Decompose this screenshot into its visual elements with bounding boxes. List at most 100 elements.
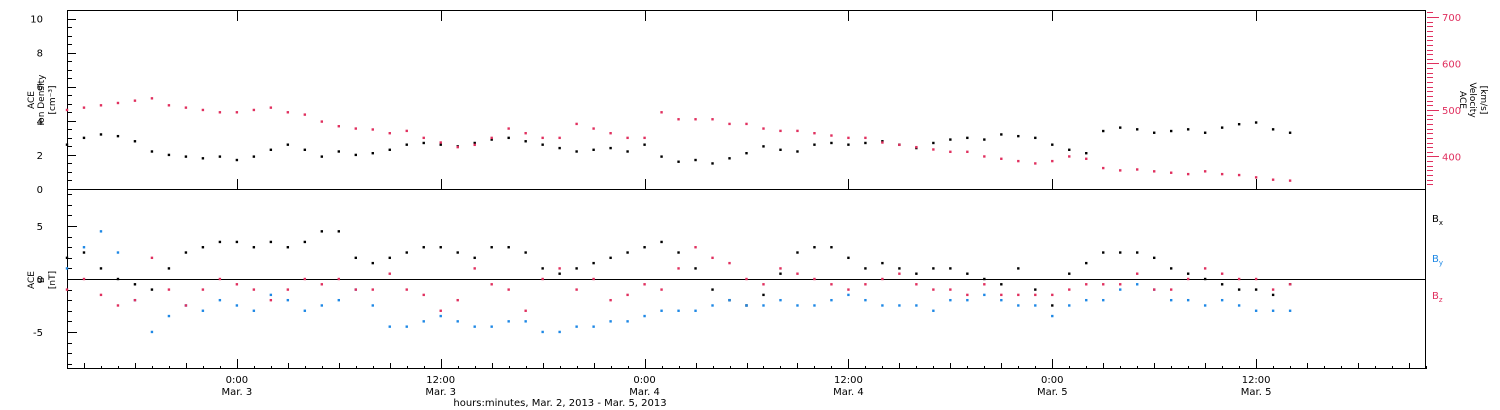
bx-point bbox=[541, 267, 544, 270]
density-point bbox=[1237, 123, 1241, 126]
top-left-tick-label: 8 bbox=[37, 49, 43, 60]
bz-point bbox=[677, 267, 680, 270]
bz-point bbox=[235, 283, 239, 286]
bz-point bbox=[966, 293, 969, 297]
density-point bbox=[881, 140, 884, 143]
by-point bbox=[269, 293, 273, 297]
density-point bbox=[1254, 121, 1258, 124]
bz-point bbox=[337, 277, 340, 281]
bz-point bbox=[1169, 288, 1173, 291]
density-point bbox=[405, 143, 408, 146]
by-point bbox=[966, 298, 969, 302]
by-point bbox=[915, 304, 918, 307]
bz-point bbox=[541, 277, 544, 281]
velocity-point bbox=[1220, 172, 1224, 176]
by-point bbox=[1068, 304, 1071, 307]
bottom-left-ylabel-line1: ACE bbox=[27, 271, 37, 289]
x-tick-label-date: Mar. 3 bbox=[425, 387, 456, 398]
density-point bbox=[150, 150, 154, 153]
bx-point bbox=[1068, 272, 1071, 275]
bz-point bbox=[99, 293, 103, 297]
by-point bbox=[575, 325, 578, 328]
density-point bbox=[711, 162, 714, 165]
velocity-point bbox=[1237, 173, 1241, 177]
bz-point bbox=[320, 283, 324, 286]
top-right-ylabel-line2: Velocity bbox=[1467, 82, 1477, 118]
bz-point bbox=[932, 288, 935, 291]
bz-point bbox=[1288, 283, 1292, 286]
velocity-point bbox=[252, 108, 256, 112]
bx-point bbox=[932, 267, 935, 270]
by-point bbox=[371, 304, 374, 307]
top-right-ylabel-line1: ACE bbox=[1457, 91, 1467, 109]
bz-point bbox=[1068, 288, 1071, 291]
bz-point bbox=[643, 283, 646, 286]
density-point bbox=[388, 148, 391, 151]
velocity-point bbox=[184, 106, 188, 109]
top-left-tick-label: 2 bbox=[37, 151, 43, 162]
bz-point bbox=[1051, 293, 1054, 297]
density-point bbox=[1000, 133, 1003, 136]
velocity-point bbox=[813, 132, 816, 135]
density-point bbox=[1119, 126, 1122, 129]
bx-point bbox=[235, 240, 239, 244]
density-point bbox=[779, 148, 782, 151]
by-point bbox=[456, 320, 459, 323]
density-point bbox=[1051, 143, 1054, 146]
by-point bbox=[1237, 304, 1241, 307]
velocity-point bbox=[1153, 170, 1156, 173]
velocity-point bbox=[65, 108, 69, 112]
bz-point bbox=[1186, 277, 1190, 281]
velocity-point bbox=[592, 127, 595, 130]
bx-point bbox=[490, 246, 493, 249]
bx-point bbox=[1136, 251, 1139, 254]
by-point bbox=[337, 298, 340, 302]
velocity-point bbox=[660, 111, 663, 114]
by-point bbox=[422, 320, 425, 323]
density-point bbox=[592, 148, 595, 151]
bx-point bbox=[1000, 283, 1003, 286]
top-right-ylabel-line3: [km/s] bbox=[1478, 86, 1488, 115]
bx-point bbox=[507, 246, 510, 249]
bx-point bbox=[1220, 283, 1224, 286]
by-point bbox=[507, 320, 510, 323]
velocity-point bbox=[1169, 171, 1173, 174]
by-point bbox=[1271, 309, 1275, 312]
by-point bbox=[728, 298, 731, 302]
bz-point bbox=[371, 288, 374, 291]
velocity-point bbox=[1000, 157, 1003, 160]
top-left-ylabel-line1: ACE bbox=[27, 91, 37, 109]
by-point bbox=[82, 246, 86, 249]
bx-point bbox=[1271, 293, 1275, 297]
bz-point bbox=[354, 288, 357, 291]
bz-point bbox=[898, 272, 901, 275]
by-point bbox=[898, 304, 901, 307]
by-point bbox=[1288, 309, 1292, 312]
bottom-left-ylabel-line3: [nT] bbox=[48, 271, 58, 289]
density-point bbox=[303, 148, 307, 151]
bx-point bbox=[1153, 256, 1156, 260]
velocity-point bbox=[864, 136, 867, 140]
bx-point bbox=[881, 261, 884, 265]
density-point bbox=[728, 157, 731, 160]
by-point bbox=[1254, 309, 1258, 312]
density-point bbox=[439, 143, 442, 146]
by-point bbox=[983, 293, 986, 297]
by-point bbox=[218, 298, 222, 302]
bz-point bbox=[983, 283, 986, 286]
bx-point bbox=[1119, 251, 1122, 254]
bx-point bbox=[524, 251, 527, 254]
density-point bbox=[235, 158, 239, 162]
density-point bbox=[133, 140, 137, 143]
bx-point bbox=[626, 251, 629, 254]
bz-point bbox=[711, 256, 714, 260]
bx-point bbox=[337, 230, 340, 233]
top-left-tick-label: 10 bbox=[30, 15, 43, 26]
by-point bbox=[1102, 298, 1105, 302]
density-point bbox=[1153, 131, 1156, 134]
bx-point bbox=[286, 246, 290, 249]
bz-point bbox=[82, 277, 86, 281]
bx-point bbox=[864, 267, 867, 270]
bx-point bbox=[558, 272, 561, 275]
x-tick-label-time: 12:00 bbox=[834, 375, 863, 386]
